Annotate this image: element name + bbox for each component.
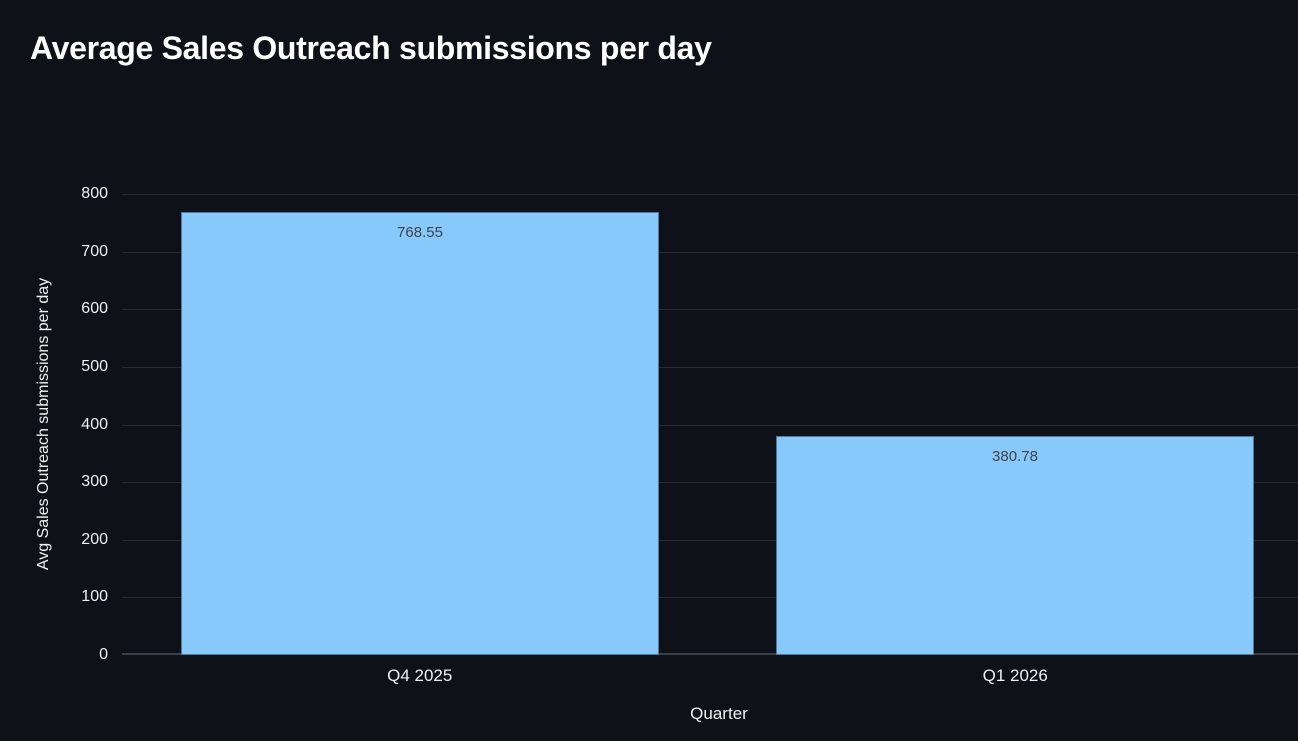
gridline-y300 (122, 482, 1298, 483)
gridline-y200 (122, 540, 1298, 541)
gridline-y800 (122, 194, 1298, 195)
plot-area: 768.55 380.78 (122, 194, 1298, 655)
y-tick-label-500: 500 (81, 358, 108, 375)
bar-value-label-q1-2026: 380.78 (992, 448, 1038, 465)
y-tick-label-600: 600 (81, 300, 108, 317)
gridline-y600 (122, 309, 1298, 310)
x-tick-label-q4-2025: Q4 2025 (387, 666, 453, 685)
chart-title: Average Sales Outreach submissions per d… (30, 30, 712, 66)
bar-q1-2026 (776, 436, 1254, 655)
gridline-y500 (122, 367, 1298, 368)
y-axis-ticks: 0 100 200 300 400 500 600 700 800 (0, 185, 108, 663)
x-tick-label-q1-2026: Q1 2026 (982, 666, 1048, 685)
gridline-y700 (122, 252, 1298, 253)
y-tick-label-300: 300 (81, 473, 108, 490)
x-axis-ticks: Q4 2025 Q1 2026 (122, 666, 1298, 690)
x-axis-label: Quarter (690, 704, 748, 723)
y-tick-label-700: 700 (81, 243, 108, 260)
gridline-y100 (122, 597, 1298, 598)
y-tick-label-200: 200 (81, 531, 108, 548)
bar-q4-2025 (181, 212, 659, 655)
bar-value-label-q4-2025: 768.55 (397, 224, 443, 241)
gridline-y400 (122, 425, 1298, 426)
y-tick-label-800: 800 (81, 185, 108, 202)
y-tick-label-0: 0 (99, 646, 108, 663)
x-axis-line (122, 653, 1298, 655)
y-tick-label-400: 400 (81, 416, 108, 433)
y-tick-label-100: 100 (81, 588, 108, 605)
